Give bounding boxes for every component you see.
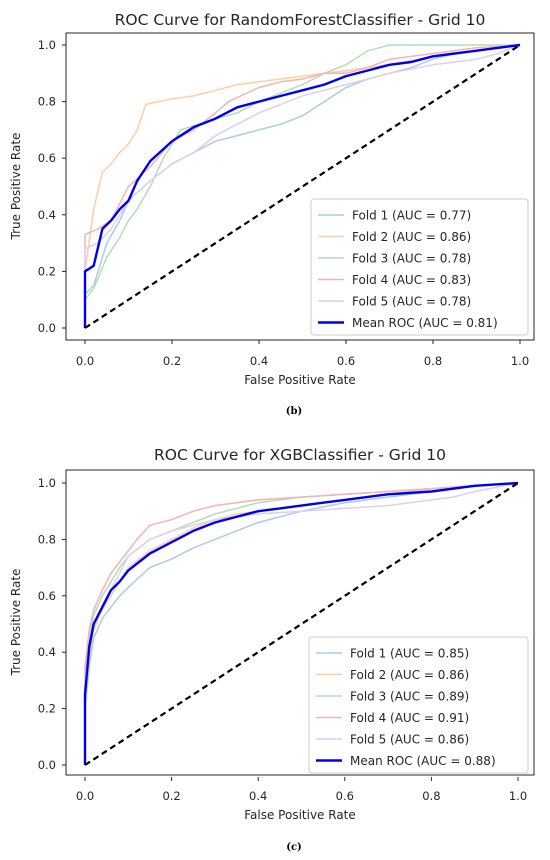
mean-roc-line (83, 481, 519, 765)
legend-entry: Fold 3 (AUC = 0.89) (350, 690, 469, 704)
legend-entry: Fold 3 (AUC = 0.78) (352, 252, 471, 266)
y-tick-label: 0.6 (38, 151, 56, 165)
chance-diagonal-line (84, 482, 519, 766)
legend-box (308, 636, 529, 774)
legend-entry: Fold 1 (AUC = 0.77) (352, 209, 471, 223)
legend-entry: Fold 5 (AUC = 0.78) (352, 295, 471, 309)
mean-roc-line (83, 43, 521, 328)
x-tick-label: 0.6 (336, 789, 354, 803)
y-tick-label: 0.8 (38, 95, 56, 109)
y-axis-label: True Positive Rate (9, 569, 23, 677)
legend-entry: Mean ROC (AUC = 0.81) (352, 316, 498, 330)
x-tick-label: 0.8 (424, 354, 442, 368)
roc-chart-random-forest: ROC Curve for RandomForestClassifier - G… (9, 11, 535, 387)
figure-caption-c: (c) (286, 842, 302, 853)
fold-3-roc-line (84, 44, 520, 328)
chart-title: ROC Curve for RandomForestClassifier - G… (115, 11, 486, 29)
roc-lines (83, 481, 519, 766)
legend: Fold 1 (AUC = 0.77) Fold 2 (AUC = 0.86) Fo… (310, 198, 529, 336)
y-tick-label: 0.2 (38, 702, 56, 716)
fold-1-roc-line (84, 482, 519, 765)
legend-entry: Mean ROC (AUC = 0.88) (350, 754, 496, 768)
figure-caption-b: (b) (286, 406, 302, 417)
x-tick-label: 1.0 (509, 789, 527, 803)
legend-entry: Fold 2 (AUC = 0.86) (350, 668, 469, 682)
y-tick-label: 0.4 (38, 645, 56, 659)
x-axis-label: False Positive Rate (244, 808, 356, 822)
x-tick-label: 0.4 (249, 789, 267, 803)
x-tick-label: 0.4 (250, 354, 268, 368)
y-axis-ticks: 0.0 0.2 0.4 0.6 0.8 1.0 (38, 476, 66, 772)
y-tick-label: 1.0 (38, 476, 56, 490)
fold-4-roc-line (84, 482, 519, 765)
x-tick-label: 0.0 (76, 789, 94, 803)
y-tick-label: 0.2 (38, 264, 56, 278)
legend: Fold 1 (AUC = 0.85) Fold 2 (AUC = 0.86) Fo… (308, 636, 529, 774)
y-tick-label: 0.8 (38, 532, 56, 546)
roc-lines (83, 43, 521, 329)
y-tick-label: 1.0 (38, 38, 56, 52)
legend-entry: Fold 5 (AUC = 0.86) (350, 733, 469, 747)
chance-diagonal-line (84, 44, 521, 329)
legend-box (310, 198, 529, 336)
x-tick-label: 0.0 (76, 354, 94, 368)
y-tick-label: 0.4 (38, 208, 56, 222)
x-axis-ticks: 0.0 0.2 0.4 0.6 0.8 1.0 (76, 340, 529, 368)
y-tick-label: 0.0 (38, 321, 56, 335)
x-axis-label: False Positive Rate (244, 373, 356, 387)
y-axis-ticks: 0.0 0.2 0.4 0.6 0.8 1.0 (38, 38, 66, 335)
legend-entry: Fold 1 (AUC = 0.85) (350, 647, 469, 661)
roc-chart-xgb: ROC Curve for XGBClassifier - Grid 10 0.… (9, 446, 535, 822)
y-tick-label: 0.0 (38, 758, 56, 772)
x-tick-label: 1.0 (511, 354, 529, 368)
x-tick-label: 0.2 (163, 354, 181, 368)
x-tick-label: 0.6 (337, 354, 355, 368)
legend-entry: Fold 2 (AUC = 0.86) (352, 230, 471, 244)
y-axis-label: True Positive Rate (9, 133, 23, 241)
y-tick-label: 0.6 (38, 589, 56, 603)
x-tick-label: 0.2 (162, 789, 180, 803)
x-axis-ticks: 0.0 0.2 0.4 0.6 0.8 1.0 (76, 777, 527, 803)
chart-title: ROC Curve for XGBClassifier - Grid 10 (154, 446, 446, 464)
legend-entry: Fold 4 (AUC = 0.83) (352, 273, 471, 287)
fold-5-roc-line (84, 44, 521, 328)
fold-1-roc-line (84, 44, 521, 328)
x-tick-label: 0.8 (422, 789, 440, 803)
legend-entry: Fold 4 (AUC = 0.91) (350, 711, 469, 725)
